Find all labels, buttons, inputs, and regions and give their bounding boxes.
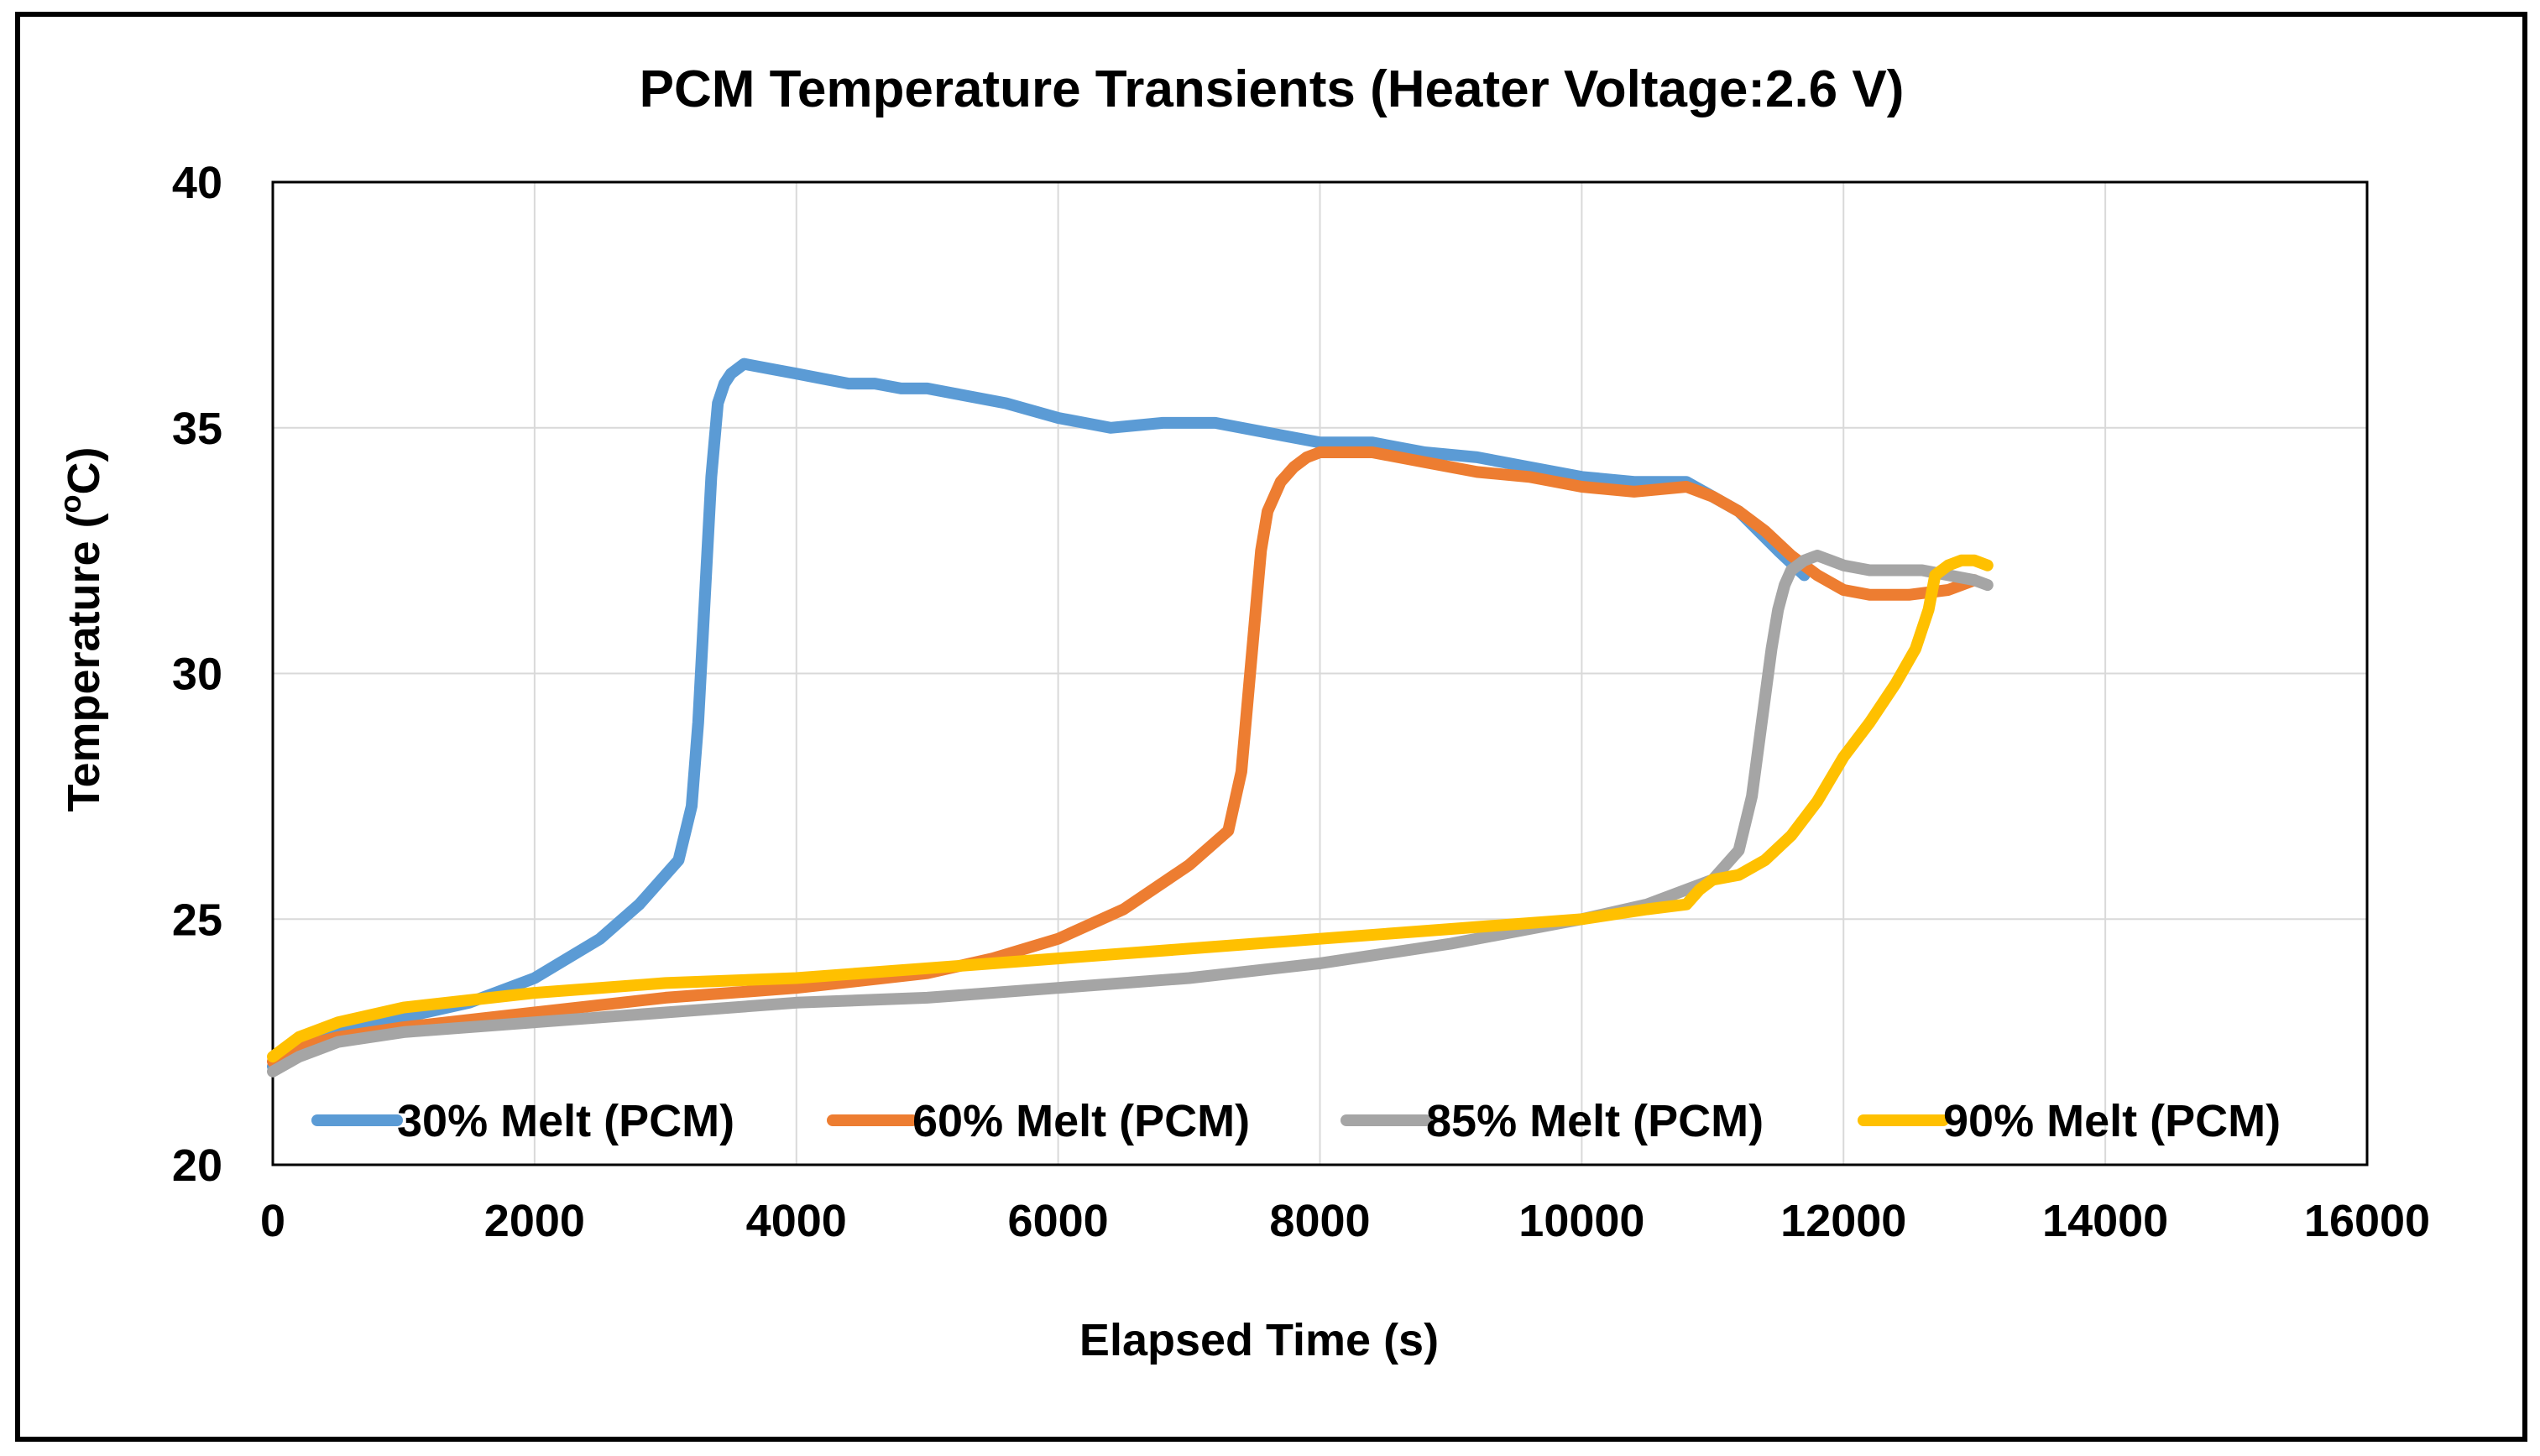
legend: 30% Melt (PCM) 60% Melt (PCM) 85% Melt (PC… xyxy=(311,1096,2281,1146)
x-tick-label: 4000 xyxy=(746,1196,847,1246)
x-tick-label: 12000 xyxy=(1780,1196,1906,1246)
legend-label-2: 60% Melt (PCM) xyxy=(912,1096,1250,1146)
x-tick-label: 0 xyxy=(260,1196,285,1246)
plot-area xyxy=(271,180,2369,1166)
y-axis-label-superscript: o xyxy=(53,494,87,513)
y-tick-label: 35 xyxy=(172,404,222,454)
series-line-1 xyxy=(267,357,1811,1072)
y-tick-label: 30 xyxy=(172,650,222,700)
x-tick-label: 6000 xyxy=(1008,1196,1109,1246)
x-tick-label: 8000 xyxy=(1269,1196,1370,1246)
x-axis-label: Elapsed Time (s) xyxy=(1079,1315,1439,1365)
y-tick-label: 20 xyxy=(172,1140,222,1191)
y-axis-label-main: Temperature ( xyxy=(59,513,109,811)
x-tick-label: 14000 xyxy=(2042,1196,2168,1246)
y-axis-label-end: C) xyxy=(59,446,109,494)
legend-label-1: 30% Melt (PCM) xyxy=(397,1096,734,1146)
x-tick-label: 10000 xyxy=(1518,1196,1644,1246)
x-tick-label: 2000 xyxy=(484,1196,585,1246)
series-line-4 xyxy=(267,554,1994,1063)
legend-label-3: 85% Melt (PCM) xyxy=(1426,1096,1764,1146)
y-axis-ticks: 20 25 30 35 40 xyxy=(172,158,222,1191)
series-lines xyxy=(267,357,1994,1078)
series-line-2 xyxy=(267,446,1981,1067)
chart-title: PCM Temperature Transients (Heater Volta… xyxy=(640,60,1905,118)
y-axis-label: Temperature (oC) xyxy=(53,446,109,811)
y-tick-label: 25 xyxy=(172,895,222,945)
chart-border xyxy=(15,12,2527,1442)
legend-label-4: 90% Melt (PCM) xyxy=(1943,1096,2281,1146)
x-tick-label: 16000 xyxy=(2304,1196,2430,1246)
x-axis-ticks: 0 2000 4000 6000 8000 10000 12000 14000 16000 xyxy=(260,1196,2430,1246)
series-line-3 xyxy=(267,550,1994,1078)
y-tick-label: 40 xyxy=(172,158,222,208)
